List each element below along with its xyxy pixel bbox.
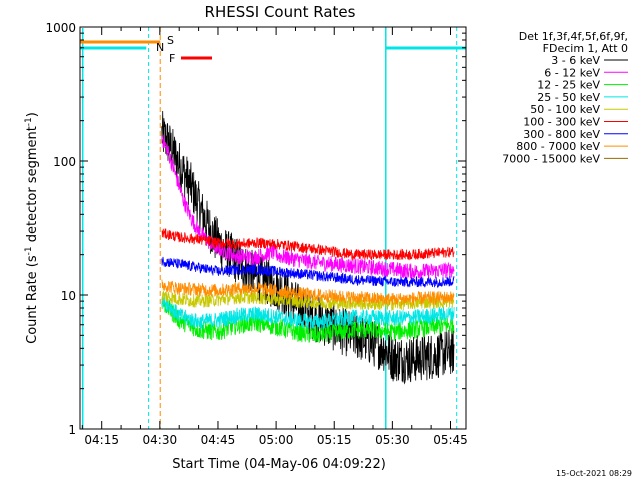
status-flags bbox=[80, 27, 466, 429]
y-label-part3: ) bbox=[25, 112, 40, 117]
x-tick-label: 05:15 bbox=[317, 433, 352, 447]
x-tick-label: 04:45 bbox=[201, 433, 236, 447]
series-layer bbox=[161, 110, 455, 385]
legend-label: 12 - 25 keV bbox=[537, 79, 600, 92]
chart-title: RHESSI Count Rates bbox=[205, 3, 356, 21]
legend-label: 7000 - 15000 keV bbox=[502, 152, 600, 165]
legend-label: 800 - 7000 keV bbox=[516, 140, 600, 153]
series-line-2 bbox=[161, 297, 455, 343]
flag-s-label: S bbox=[167, 34, 174, 47]
series-line-7 bbox=[161, 279, 455, 306]
series-line-5 bbox=[161, 228, 455, 261]
legend-header-line2: FDecim 1, Att 0 bbox=[543, 42, 628, 55]
y-label-part2: detector segment bbox=[25, 126, 40, 246]
y-tick-label: 1000 bbox=[45, 21, 76, 35]
timestamp: 15-Oct-2021 08:29 bbox=[556, 469, 632, 478]
y-tick-label: 100 bbox=[53, 155, 76, 169]
flag-f-label: F bbox=[169, 52, 175, 65]
x-tick-label: 05:00 bbox=[259, 433, 294, 447]
x-tick-label: 05:45 bbox=[433, 433, 468, 447]
series-line-1 bbox=[161, 134, 455, 280]
axis-ticks: 04:15 04:30 04:45 05:00 05:15 05:30 05:45 1 10 10… bbox=[45, 21, 467, 447]
y-axis-label: Count Rate (s-1 detector segment-1) bbox=[24, 112, 40, 344]
y-label-part1: Count Rate (s bbox=[25, 255, 40, 344]
legend-label: 6 - 12 keV bbox=[544, 66, 600, 79]
plot-frame bbox=[79, 26, 467, 430]
legend-label: 300 - 800 keV bbox=[523, 128, 600, 141]
y-label-sup1: -1 bbox=[24, 246, 34, 255]
y-label-sup2: -1 bbox=[24, 117, 34, 126]
series-line-3 bbox=[161, 291, 455, 330]
x-tick-label: 04:30 bbox=[143, 433, 178, 447]
x-tick-label: 04:15 bbox=[84, 433, 119, 447]
y-tick-label: 10 bbox=[61, 289, 76, 303]
x-tick-label: 05:30 bbox=[375, 433, 410, 447]
legend-label: 25 - 50 keV bbox=[537, 91, 600, 104]
legend-header-line1: Det 1f,3f,4f,5f,6f,9f, bbox=[519, 30, 628, 43]
legend-label: 100 - 300 keV bbox=[523, 116, 600, 129]
legend-label: 50 - 100 keV bbox=[530, 103, 600, 116]
legend-label: 3 - 6 keV bbox=[551, 54, 600, 67]
series-line-6 bbox=[161, 256, 455, 289]
flag-n-label: N bbox=[156, 41, 164, 54]
y-tick-label: 1 bbox=[68, 423, 76, 437]
x-axis-label: Start Time (04-May-06 04:09:22) bbox=[172, 457, 386, 472]
